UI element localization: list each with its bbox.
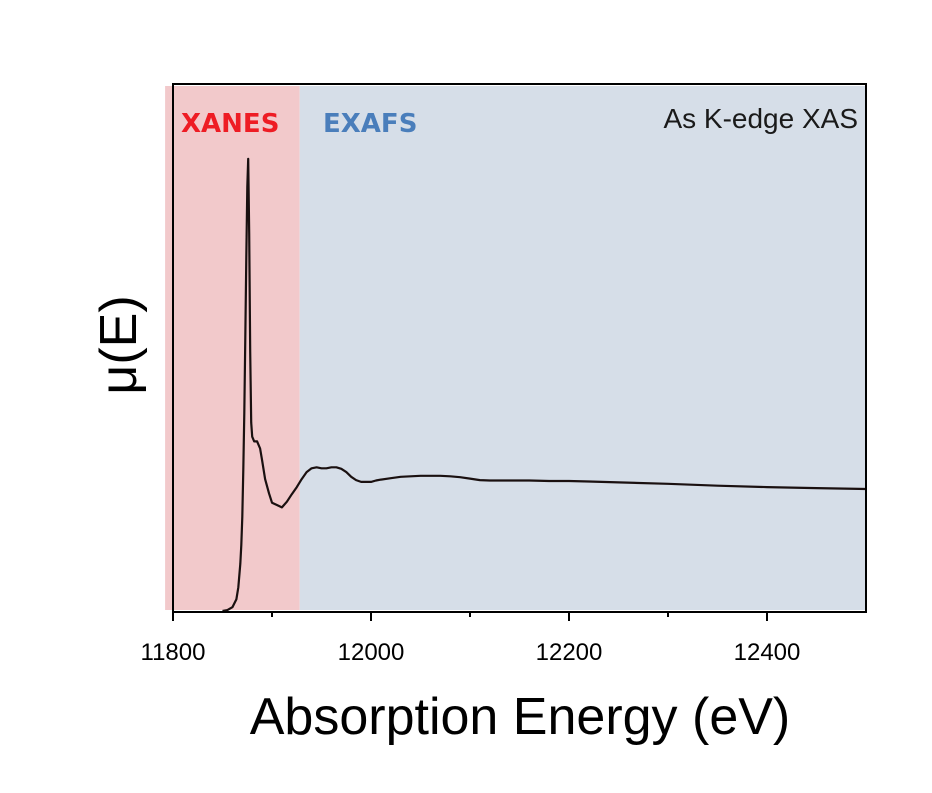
ticks-layer: 11800 12000 12200 12400 bbox=[141, 612, 801, 666]
series-line-0 bbox=[222, 157, 867, 613]
region-xanes bbox=[165, 86, 300, 610]
y-axis-title: μ(E) bbox=[90, 295, 148, 394]
chart-annotation: As K-edge XAS bbox=[663, 103, 858, 134]
regions-layer bbox=[165, 86, 866, 610]
x-tick-label: 12000 bbox=[338, 639, 405, 666]
x-axis-title: Absorption Energy (eV) bbox=[250, 688, 791, 746]
series-layer bbox=[222, 157, 867, 613]
x-tick-label: 11800 bbox=[141, 639, 206, 666]
region-exafs bbox=[299, 86, 866, 610]
x-tick-label: 12400 bbox=[734, 639, 801, 666]
exafs-label: EXAFS bbox=[323, 109, 417, 139]
plot-frame bbox=[172, 83, 867, 613]
xanes-label: XANES bbox=[181, 109, 279, 139]
x-tick-label: 12200 bbox=[536, 639, 603, 666]
